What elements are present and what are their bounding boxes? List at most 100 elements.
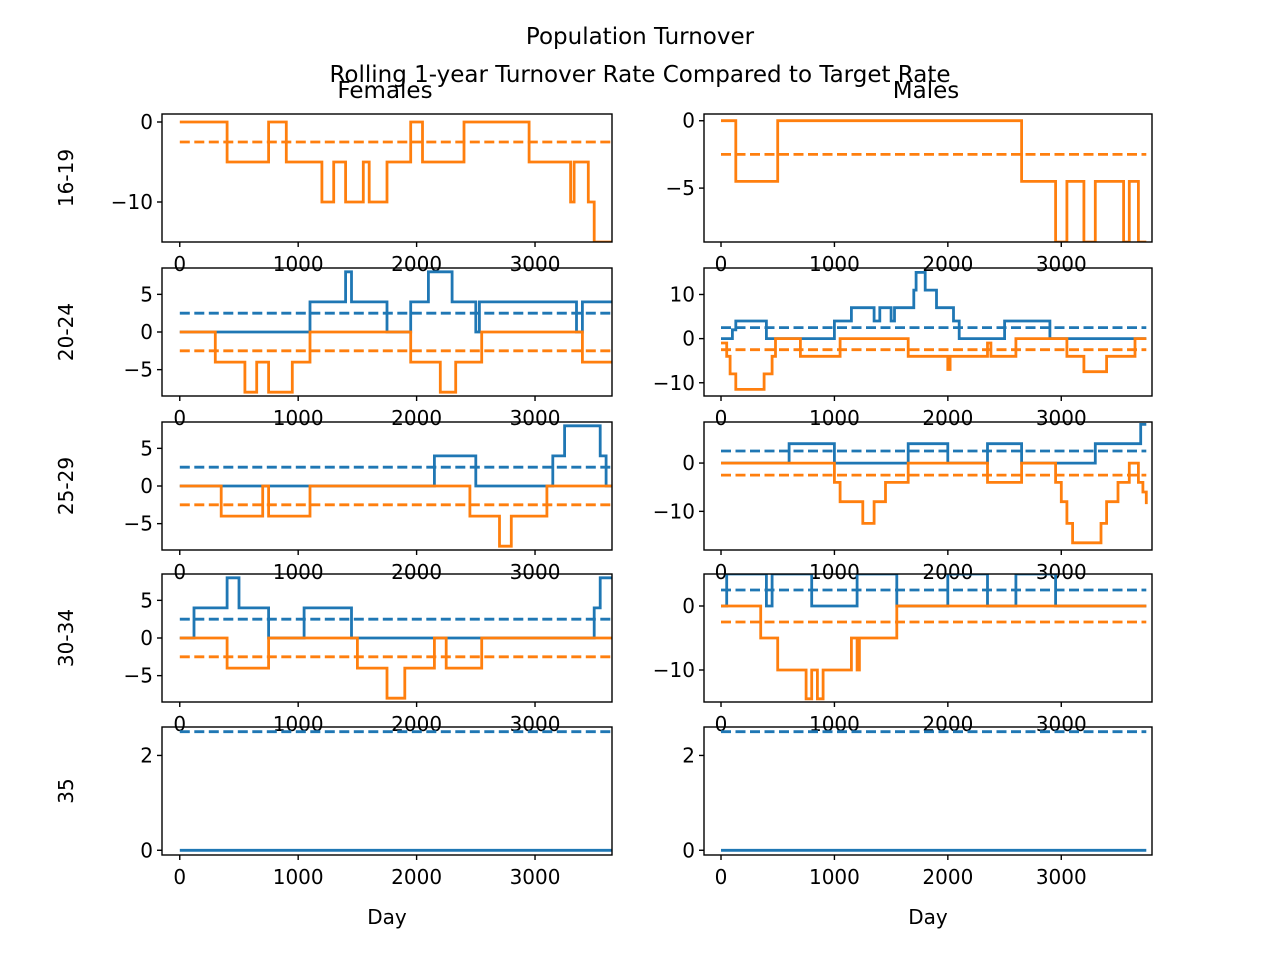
y-tick-label: 0	[140, 474, 153, 498]
column-title-females: Females	[337, 78, 432, 104]
subplot-females-25-29: 5 0 −5 0 1000 2000 3000 25-29	[54, 421, 613, 584]
y-tick-label: 0	[682, 109, 695, 133]
x-tick-label: 1000	[273, 252, 324, 276]
row-label-age-group: 35	[54, 778, 78, 803]
x-tick-label: 0	[173, 252, 186, 276]
y-tick-label: −10	[111, 190, 153, 214]
turnover-rate-line-orange	[179, 330, 612, 394]
turnover-rate-line-blue	[179, 270, 612, 334]
turnover-rate-line-orange	[721, 604, 1147, 701]
x-tick-label: 0	[173, 406, 186, 430]
x-tick-label: 2000	[922, 406, 973, 430]
y-tick-label: 0	[140, 320, 153, 344]
y-tick-label: 0	[682, 451, 695, 475]
x-tick-label: 1000	[809, 252, 860, 276]
y-tick-label: −5	[124, 358, 153, 382]
axes-frame	[703, 573, 1153, 703]
subplot-males-16-19: 0 −5 0 1000 2000 3000	[666, 109, 1153, 276]
plot-area	[179, 576, 612, 700]
axes-frame	[703, 267, 1153, 397]
x-tick-label: 3000	[510, 252, 561, 276]
turnover-rate-line-orange	[721, 461, 1148, 545]
x-axis-label: Day	[367, 905, 407, 929]
plot-area	[721, 119, 1147, 242]
x-tick-label: 1000	[809, 560, 860, 584]
turnover-rate-line-blue	[179, 424, 612, 488]
plot-area	[721, 271, 1147, 391]
row-label-age-group: 25-29	[54, 457, 78, 515]
x-tick-label: 2000	[922, 865, 973, 889]
y-tick-label: −5	[124, 664, 153, 688]
x-tick-label: 2000	[391, 406, 442, 430]
y-tick-label: −10	[653, 499, 695, 523]
turnover-rate-line-orange	[179, 636, 612, 700]
x-tick-label: 0	[173, 712, 186, 736]
x-tick-label: 2000	[391, 560, 442, 584]
axes-frame	[703, 113, 1153, 243]
y-tick-label: 10	[670, 282, 695, 306]
x-tick-label: 0	[173, 865, 186, 889]
turnover-rate-line-orange	[721, 337, 1147, 391]
axes-frame	[161, 726, 613, 856]
x-tick-label: 1000	[809, 865, 860, 889]
row-label-age-group: 16-19	[54, 149, 78, 207]
x-tick-label: 1000	[273, 865, 324, 889]
y-tick-label: 2	[140, 743, 153, 767]
y-tick-label: 5	[140, 436, 153, 460]
x-tick-label: 0	[715, 252, 728, 276]
plot-area	[721, 574, 1147, 701]
x-tick-label: 0	[173, 560, 186, 584]
x-axis-label: Day	[908, 905, 948, 929]
y-tick-label: 5	[140, 588, 153, 612]
axes-frame	[703, 726, 1153, 856]
axes-frame	[161, 113, 613, 243]
x-tick-label: 0	[715, 406, 728, 430]
turnover-rate-line-blue	[721, 271, 1147, 340]
x-tick-label: 0	[715, 712, 728, 736]
plot-area	[179, 424, 612, 548]
axes-frame	[703, 421, 1153, 551]
column-title-males: Males	[893, 78, 959, 104]
row-label-age-group: 20-24	[54, 303, 78, 361]
x-tick-label: 2000	[922, 252, 973, 276]
x-tick-label: 0	[715, 865, 728, 889]
figure-title-line1: Population Turnover	[526, 24, 755, 50]
x-tick-label: 3000	[510, 560, 561, 584]
x-tick-label: 3000	[1036, 560, 1087, 584]
plot-area	[179, 120, 612, 242]
x-tick-label: 1000	[809, 406, 860, 430]
subplot-males-35: 2 00 1000 2000 3000 Day	[682, 726, 1153, 929]
subplot-females-35: 2 00 1000 2000 3000 Day 35	[54, 726, 613, 929]
x-tick-label: 3000	[1036, 252, 1087, 276]
row-label-age-group: 30-34	[54, 609, 78, 667]
turnover-rate-line-orange	[179, 484, 612, 548]
y-tick-label: −10	[653, 658, 695, 682]
x-tick-label: 0	[715, 560, 728, 584]
turnover-rate-line-orange	[721, 119, 1147, 242]
y-tick-label: 0	[140, 838, 153, 862]
y-tick-label: 0	[140, 110, 153, 134]
plot-area	[721, 730, 1147, 852]
subplot-females-20-24: 5 0 −5 0 1000 2000 3000 20-24	[54, 267, 613, 430]
figure-title-line2: Rolling 1-year Turnover Rate Compared to…	[329, 62, 950, 88]
x-tick-label: 3000	[510, 406, 561, 430]
y-tick-label: 0	[682, 327, 695, 351]
x-tick-label: 2000	[391, 865, 442, 889]
subplot-males-20-24: 10 0 −10 0 1000 2000 3000	[653, 267, 1153, 430]
y-tick-label: 2	[682, 743, 695, 767]
y-tick-label: −10	[653, 371, 695, 395]
subplot-males-25-29: 0−100 1000 2000 3000	[653, 421, 1153, 584]
plot-area	[179, 270, 612, 394]
x-tick-label: 1000	[273, 560, 324, 584]
plot-area	[179, 730, 612, 852]
x-tick-label: 3000	[1036, 406, 1087, 430]
x-tick-label: 3000	[510, 865, 561, 889]
x-tick-label: 3000	[1036, 865, 1087, 889]
plot-area	[721, 423, 1148, 545]
turnover-rate-line-orange	[179, 120, 612, 242]
